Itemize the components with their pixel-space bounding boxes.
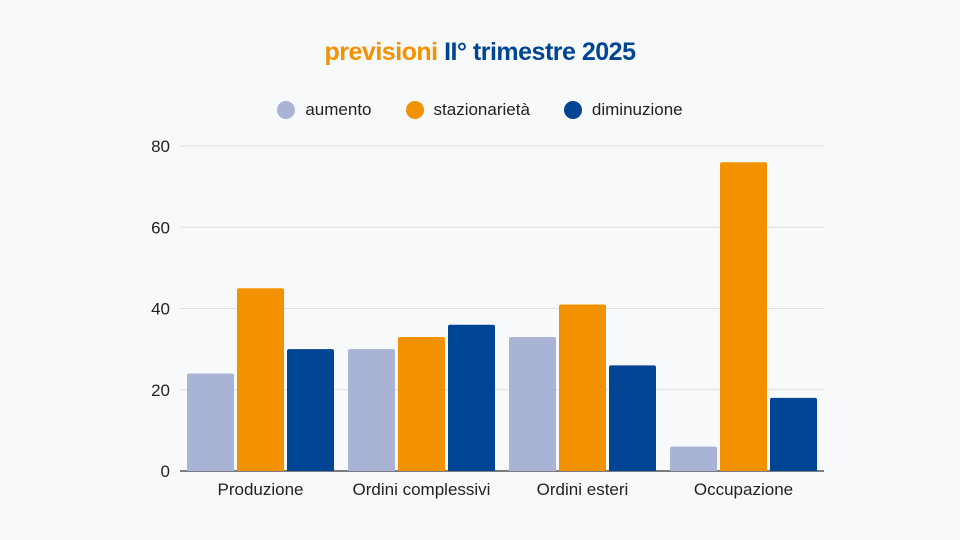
chart-title: previsioni II° trimestre 2025: [0, 38, 960, 67]
bar-2-0: [509, 336, 556, 471]
chart-legend: aumento stazionarietà diminuzione: [0, 100, 960, 120]
bars: [187, 162, 817, 471]
legend-item-stazionarieta: stazionarietà: [405, 100, 530, 120]
y-tick-label: 80: [151, 137, 170, 156]
y-axis-ticks: 0 20 40 60 80: [151, 137, 170, 481]
y-tick-label: 20: [151, 381, 170, 400]
chart-title-part2: II° trimestre 2025: [444, 38, 636, 66]
legend-item-diminuzione: diminuzione: [563, 100, 683, 120]
bar-3-0: [670, 446, 717, 471]
bar-1-2: [448, 324, 495, 471]
legend-label-aumento: aumento: [305, 100, 372, 119]
legend-swatch-aumento: [277, 101, 296, 119]
legend-label-diminuzione: diminuzione: [591, 100, 683, 119]
bar-1-0: [348, 349, 395, 471]
legend-item-aumento: aumento: [277, 100, 372, 120]
y-tick-label: 60: [151, 218, 170, 237]
bar-2-1: [559, 304, 606, 471]
bar-0-0: [187, 373, 234, 471]
bar-3-1: [720, 162, 767, 471]
y-tick-label: 0: [161, 462, 170, 481]
x-category-label: Occupazione: [694, 480, 793, 499]
y-tick-label: 40: [151, 300, 170, 319]
x-axis-labels: Produzione Ordini complessivi Ordini ester…: [217, 480, 793, 499]
x-category-label: Ordini esteri: [537, 480, 629, 499]
legend-swatch-diminuzione: [563, 101, 582, 119]
x-category-label: Ordini complessivi: [353, 480, 491, 499]
bar-1-1: [398, 336, 445, 471]
chart-title-part1: previsioni: [324, 38, 439, 66]
bar-0-2: [287, 349, 334, 471]
legend-label-stazionarieta: stazionarietà: [433, 100, 530, 119]
bar-2-2: [609, 365, 656, 471]
bar-0-1: [237, 288, 284, 471]
legend-swatch-stazionarieta: [405, 101, 424, 119]
x-category-label: Produzione: [217, 480, 303, 499]
bar-3-2: [770, 397, 817, 471]
